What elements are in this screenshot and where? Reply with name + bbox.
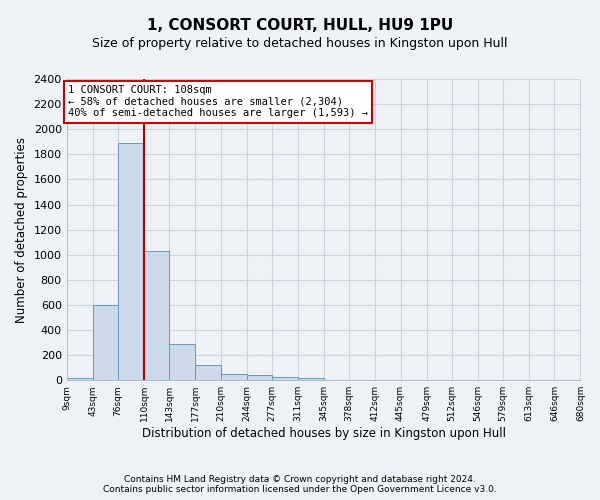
Bar	[169, 344, 196, 380]
Bar	[144, 251, 169, 380]
Bar	[272, 377, 298, 380]
Bar	[93, 305, 118, 380]
X-axis label: Distribution of detached houses by size in Kingston upon Hull: Distribution of detached houses by size …	[142, 427, 506, 440]
Bar	[247, 375, 272, 380]
Bar	[67, 378, 93, 380]
Bar	[221, 374, 247, 380]
Text: 1 CONSORT COURT: 108sqm
← 58% of detached houses are smaller (2,304)
40% of semi: 1 CONSORT COURT: 108sqm ← 58% of detache…	[68, 86, 368, 118]
Text: 1, CONSORT COURT, HULL, HU9 1PU: 1, CONSORT COURT, HULL, HU9 1PU	[147, 18, 453, 32]
Text: Contains HM Land Registry data © Crown copyright and database right 2024.: Contains HM Land Registry data © Crown c…	[124, 475, 476, 484]
Text: Contains public sector information licensed under the Open Government Licence v3: Contains public sector information licen…	[103, 485, 497, 494]
Text: Size of property relative to detached houses in Kingston upon Hull: Size of property relative to detached ho…	[92, 38, 508, 51]
Bar	[118, 143, 144, 380]
Y-axis label: Number of detached properties: Number of detached properties	[15, 136, 28, 322]
Bar	[196, 365, 221, 380]
Bar	[298, 378, 324, 380]
